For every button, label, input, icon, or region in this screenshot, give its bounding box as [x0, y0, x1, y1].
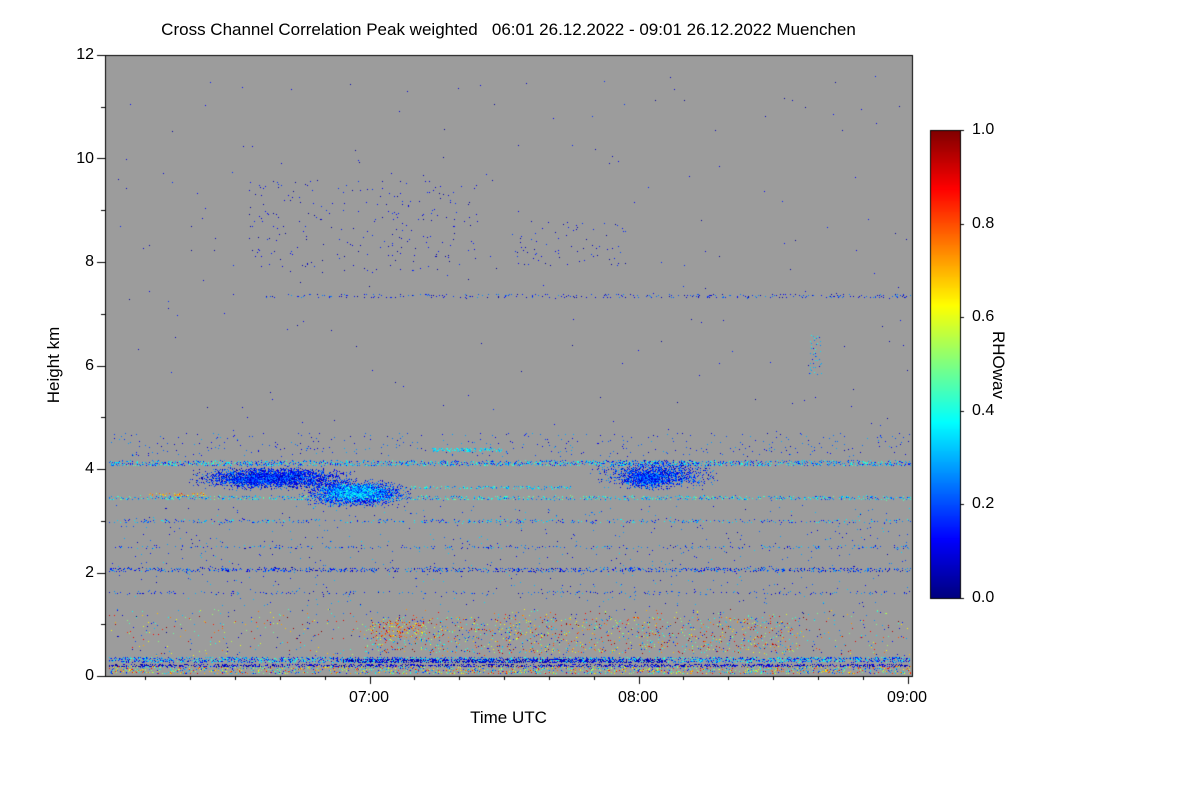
x-tick-0900: 09:00 — [886, 689, 928, 706]
colorbar-tick-1.0: 1.0 — [972, 121, 995, 138]
colorbar-tick-0.2: 0.2 — [972, 495, 995, 512]
x-tick-0700: 07:00 — [348, 689, 390, 706]
y-tick-12: 12 — [76, 46, 94, 63]
colorbar-tick-0.4: 0.4 — [972, 402, 995, 419]
chart-title: Cross Channel Correlation Peak weighted … — [161, 20, 856, 39]
x-axis-label: Time UTC — [470, 708, 547, 727]
y-tick-4: 4 — [85, 460, 94, 477]
colorbar-tick-0.8: 0.8 — [972, 215, 995, 232]
y-tick-0: 0 — [85, 667, 94, 684]
y-tick-10: 10 — [76, 150, 94, 167]
y-tick-8: 8 — [85, 253, 94, 270]
colorbar-tick-0.6: 0.6 — [972, 308, 995, 325]
y-tick-2: 2 — [85, 564, 94, 581]
colorbar-tick-0.0: 0.0 — [972, 589, 995, 606]
x-tick-0800: 08:00 — [617, 689, 659, 706]
y-tick-6: 6 — [85, 357, 94, 374]
